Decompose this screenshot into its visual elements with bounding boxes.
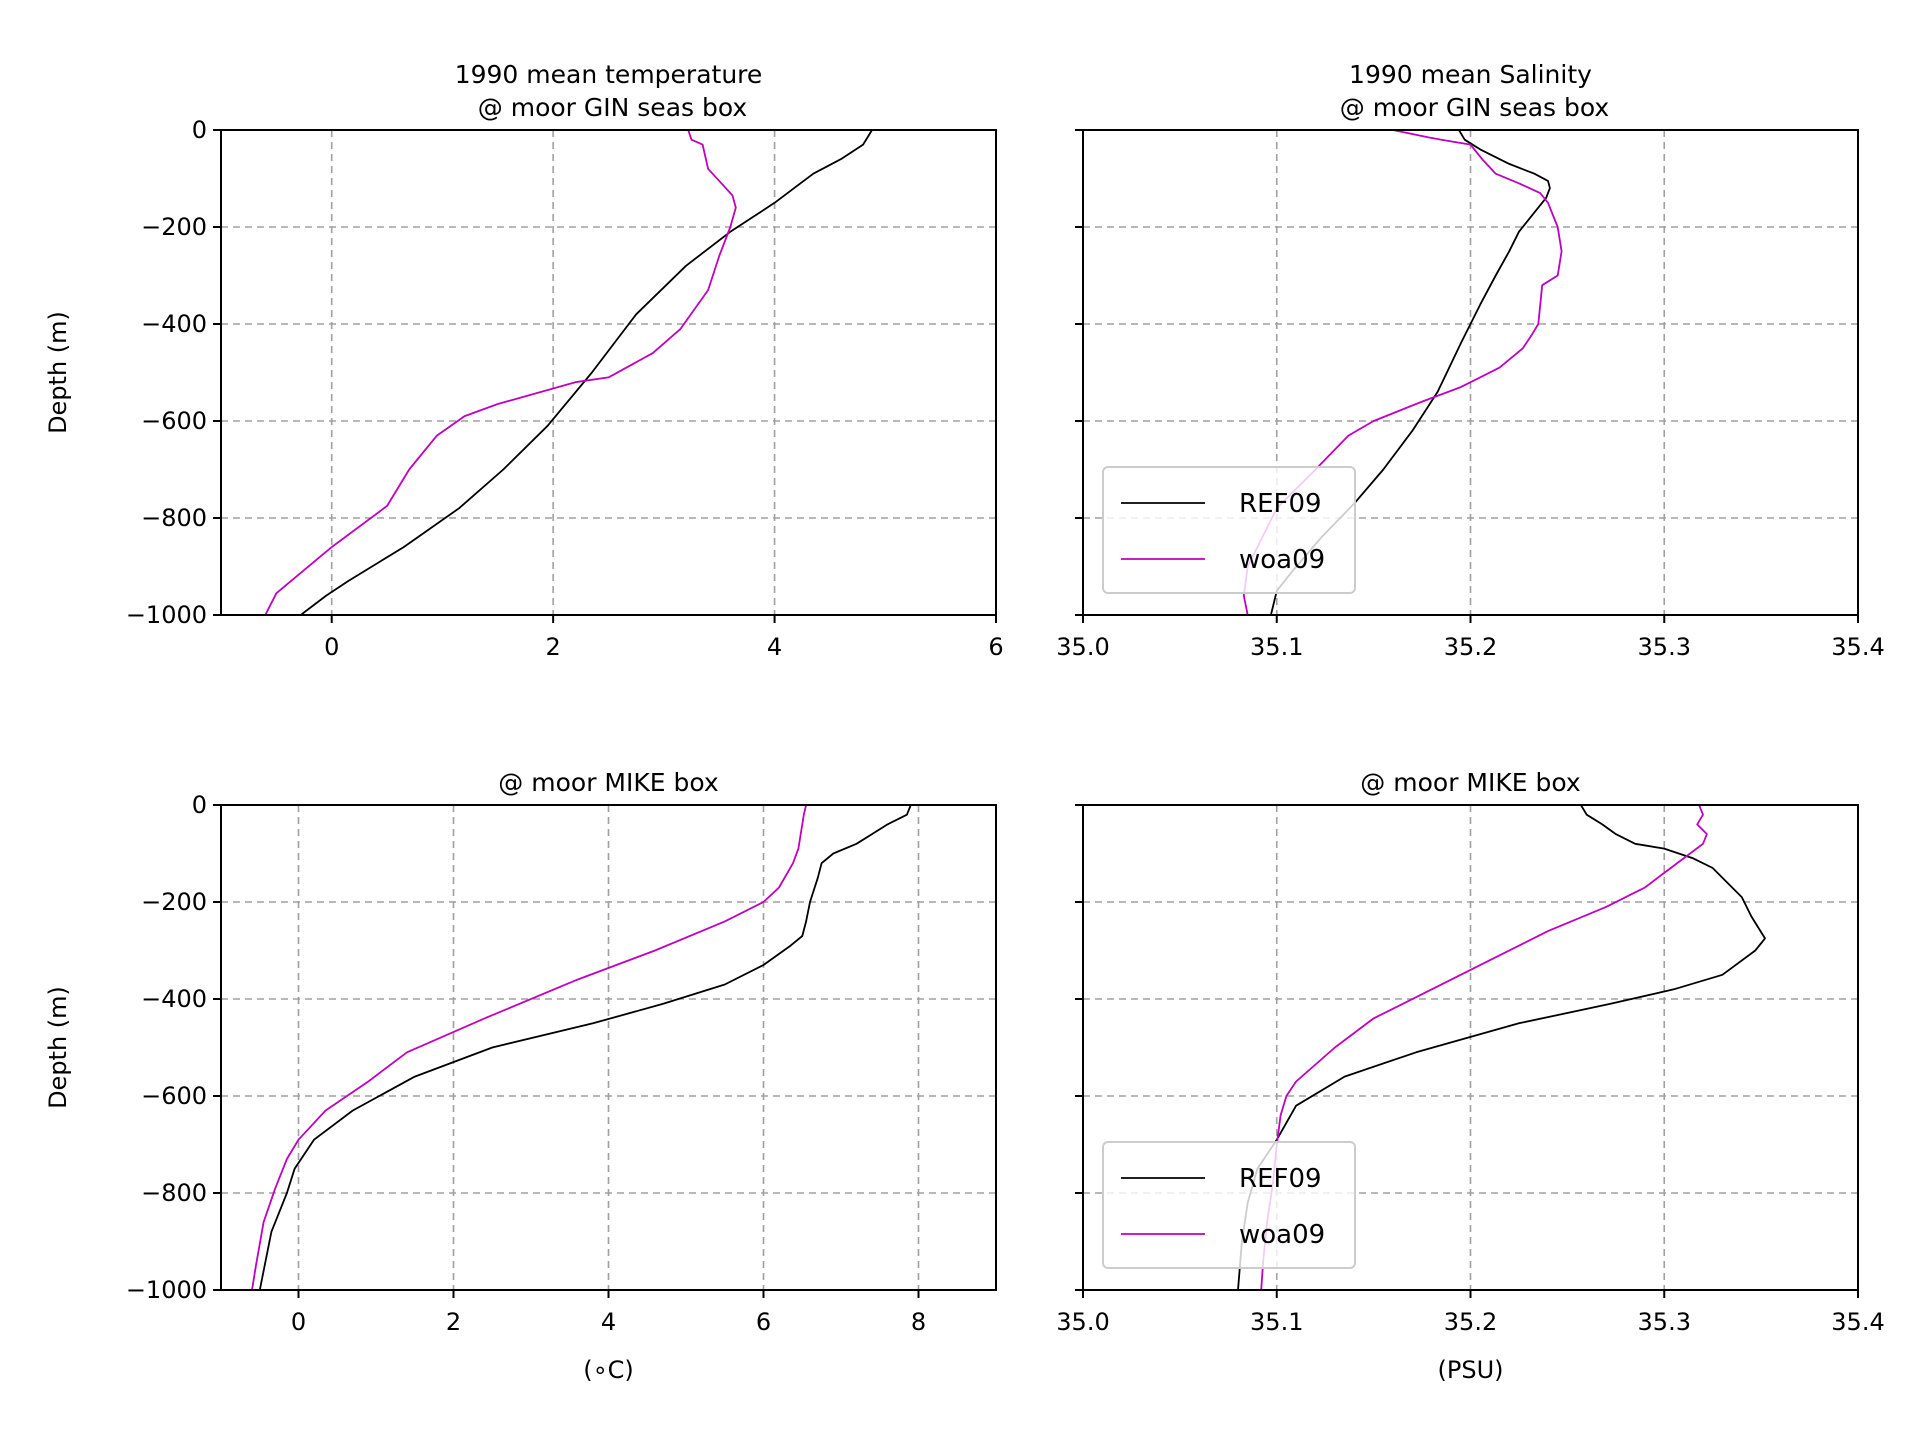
chart-title: @ moor MIKE box bbox=[1360, 768, 1580, 797]
chart-panel-top-right: 35.0 35.1 35.2 35.3 35.4 1990 mean Salinity @… bbox=[1056, 60, 1884, 661]
chart-panel-bottom-right: 35.0 35.1 35.2 35.3 35.4 @ moor MIKE box (PSU)… bbox=[1056, 768, 1884, 1384]
series-line-REF09 bbox=[258, 805, 912, 1290]
y-tick-label: −800 bbox=[141, 1179, 207, 1207]
y-tick-label: −200 bbox=[141, 888, 207, 916]
legend: REF09 woa09 bbox=[1102, 1141, 1356, 1269]
x-tick-label: 35.0 bbox=[1056, 633, 1109, 661]
chart-title-line: @ moor MIKE box bbox=[498, 768, 718, 797]
x-axis-label: (PSU) bbox=[1438, 1356, 1504, 1384]
x-tick-label: 35.4 bbox=[1831, 633, 1884, 661]
legend-box bbox=[1102, 1141, 1356, 1269]
legend: REF09 woa09 bbox=[1102, 466, 1356, 594]
y-tick-label: −400 bbox=[141, 310, 207, 338]
x-tick-label: 35.1 bbox=[1250, 1308, 1303, 1336]
y-axis-label: Depth (m) bbox=[44, 311, 72, 434]
y-tick-label: 0 bbox=[192, 791, 207, 819]
y-tick-label: 0 bbox=[192, 116, 207, 144]
legend-label-woa09: woa09 bbox=[1239, 545, 1325, 575]
chart-title: @ moor MIKE box bbox=[498, 768, 718, 797]
x-tick-label: 35.0 bbox=[1056, 1308, 1109, 1336]
chart-title-line: @ moor GIN seas box bbox=[1332, 93, 1609, 122]
axes-frame bbox=[220, 129, 997, 616]
chart-title: 1990 mean temperature @ moor GIN seas bo… bbox=[455, 60, 763, 122]
x-tick-label: 8 bbox=[911, 1308, 926, 1336]
y-tick-label: −600 bbox=[141, 1082, 207, 1110]
series-line-woa09 bbox=[264, 130, 737, 615]
legend-label-REF09: REF09 bbox=[1239, 489, 1322, 519]
chart-title-line: 1990 mean Salinity bbox=[1349, 60, 1592, 89]
y-tick-label: −400 bbox=[141, 985, 207, 1013]
x-tick-label: 2 bbox=[546, 633, 561, 661]
panels: 0 2 4 6 0 −200 −400 −600 −800 −1000 1990 mean temp… bbox=[44, 60, 1885, 1384]
series-line-woa09 bbox=[251, 805, 807, 1290]
chart-panel-bottom-left: 0 2 4 6 8 0 −200 −400 −600 −800 −1000 @ moor MIKE b… bbox=[44, 768, 997, 1384]
x-tick-label: 35.2 bbox=[1444, 633, 1497, 661]
x-tick-label: 4 bbox=[601, 1308, 616, 1336]
y-tick-label: −1000 bbox=[126, 1276, 207, 1304]
x-tick-label: 4 bbox=[767, 633, 782, 661]
x-tick-label: 6 bbox=[988, 633, 1003, 661]
x-tick-label: 35.3 bbox=[1638, 1308, 1691, 1336]
legend-label-woa09: woa09 bbox=[1239, 1220, 1325, 1250]
x-tick-label: 35.4 bbox=[1831, 1308, 1884, 1336]
legend-label-REF09: REF09 bbox=[1239, 1164, 1322, 1194]
y-tick-label: −200 bbox=[141, 213, 207, 241]
series-line-REF09 bbox=[300, 130, 873, 615]
y-tick-label: −800 bbox=[141, 504, 207, 532]
y-axis-label: Depth (m) bbox=[44, 986, 72, 1109]
x-tick-label: 35.3 bbox=[1638, 633, 1691, 661]
y-tick-label: −600 bbox=[141, 407, 207, 435]
x-tick-label: 2 bbox=[446, 1308, 461, 1336]
y-tick-label: −1000 bbox=[126, 601, 207, 629]
x-tick-label: 0 bbox=[291, 1308, 306, 1336]
legend-box bbox=[1102, 466, 1356, 594]
chart-title-line: @ moor GIN seas box bbox=[470, 93, 747, 122]
chart-panel-top-left: 0 2 4 6 0 −200 −400 −600 −800 −1000 1990 mean temp… bbox=[44, 60, 1004, 661]
x-axis-label: (∘C) bbox=[583, 1356, 634, 1384]
x-tick-label: 6 bbox=[756, 1308, 771, 1336]
x-tick-label: 35.2 bbox=[1444, 1308, 1497, 1336]
chart-title: 1990 mean Salinity @ moor GIN seas box bbox=[1332, 60, 1609, 122]
x-tick-label: 35.1 bbox=[1250, 633, 1303, 661]
chart-title-line: @ moor MIKE box bbox=[1360, 768, 1580, 797]
chart-title-line: 1990 mean temperature bbox=[455, 60, 763, 89]
x-tick-label: 0 bbox=[324, 633, 339, 661]
